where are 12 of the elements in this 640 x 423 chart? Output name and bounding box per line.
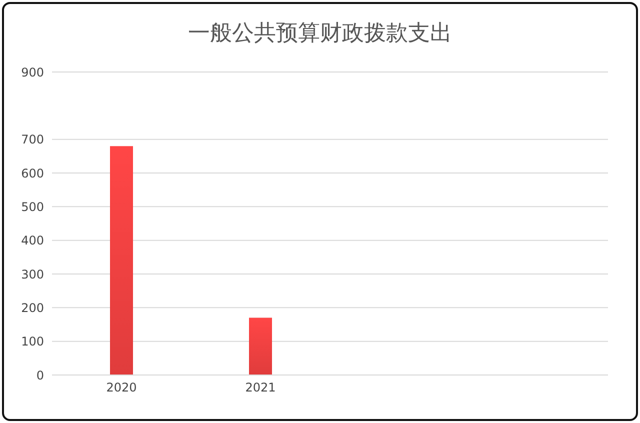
- y-tick-label: 300: [21, 267, 44, 282]
- y-tick-label: 400: [21, 234, 44, 248]
- y-tick-label: 600: [21, 166, 44, 180]
- y-tick-label: 500: [21, 200, 44, 214]
- y-tick-label: 0: [36, 368, 44, 382]
- y-tick-label: 900: [21, 65, 44, 80]
- x-tick-label: 2020: [106, 380, 137, 395]
- y-tick-label: 200: [21, 300, 44, 315]
- y-tick-label: 700: [21, 132, 44, 147]
- y-tick-label: 100: [21, 334, 44, 349]
- x-tick-label: 2021: [245, 380, 276, 395]
- chart-title: 一般公共预算财政拨款支出: [187, 20, 453, 48]
